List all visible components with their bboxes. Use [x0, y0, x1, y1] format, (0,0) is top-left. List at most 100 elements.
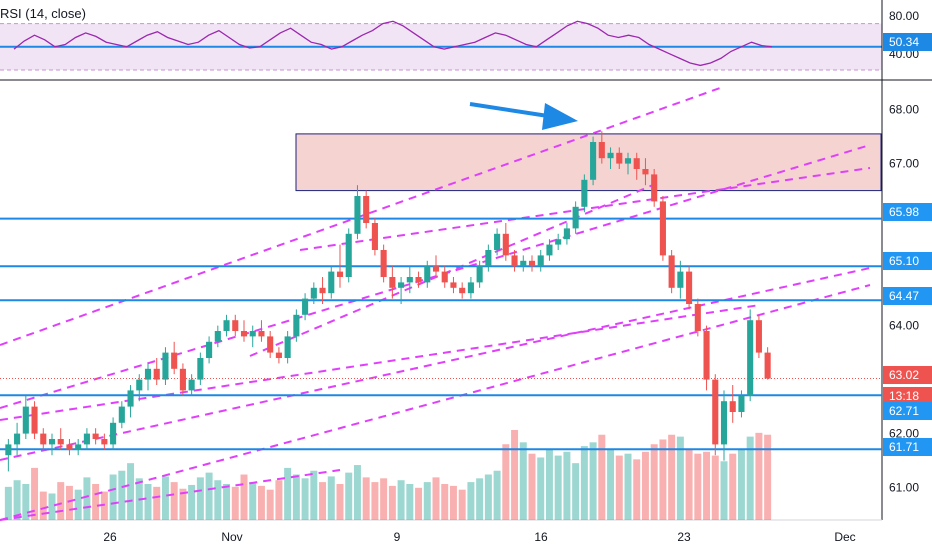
- arrow-annotation[interactable]: [469, 102, 578, 130]
- volume-bar: [737, 449, 745, 520]
- volume-bar: [144, 484, 152, 520]
- candle-body: [520, 260, 527, 267]
- volume-bar: [13, 480, 21, 520]
- volume-bar: [746, 436, 754, 520]
- candle-body: [118, 406, 125, 423]
- arrow-shaft: [469, 102, 549, 118]
- candle-body: [302, 298, 309, 315]
- candle-body: [389, 277, 396, 288]
- price-tick: 64.00: [889, 319, 919, 333]
- volume-bar: [467, 482, 475, 520]
- trendline: [0, 304, 761, 421]
- candle-body: [633, 158, 640, 169]
- horizontal-levels[interactable]: [0, 217, 882, 451]
- candle-body: [110, 422, 117, 445]
- candle-body: [729, 401, 736, 412]
- candle-body: [738, 395, 745, 412]
- volume-bar: [214, 480, 222, 520]
- volume-bar: [205, 472, 213, 520]
- candle-body: [127, 390, 134, 407]
- candle-body: [432, 266, 440, 272]
- price-label-bg: [883, 252, 932, 270]
- volume-bar: [249, 482, 257, 520]
- candle-body: [188, 379, 195, 391]
- volume-bar: [196, 477, 204, 520]
- candle-body: [354, 196, 361, 234]
- candle-body: [581, 179, 588, 207]
- price-label: 65.98: [889, 205, 919, 219]
- candle-body: [398, 282, 405, 288]
- candle-body: [607, 152, 614, 159]
- volume-bar: [179, 488, 187, 520]
- candle-body: [92, 433, 99, 439]
- price-label: 61.71: [889, 440, 919, 454]
- volume-bar: [118, 470, 126, 520]
- rsi-title: RSI (14, close): [0, 6, 86, 21]
- volume-bar: [109, 474, 117, 520]
- candle-body: [328, 271, 335, 294]
- price-label: 64.47: [889, 289, 919, 303]
- volume-bar: [153, 486, 161, 520]
- volume-bar: [223, 484, 231, 520]
- candle-body: [668, 255, 675, 288]
- candle-body: [764, 352, 771, 379]
- volume-bar: [650, 444, 658, 520]
- volume-bar: [432, 477, 440, 520]
- candle-body: [153, 368, 160, 380]
- volume-bar: [170, 482, 178, 520]
- volume-bar: [423, 482, 431, 520]
- candle-body: [57, 439, 64, 445]
- candle-body: [616, 152, 623, 164]
- arrow-head-icon: [542, 103, 578, 130]
- price-tick: 61.00: [889, 481, 919, 495]
- volume-bar: [257, 485, 265, 520]
- volume-bar: [694, 453, 702, 520]
- candle-body: [537, 255, 544, 267]
- trendline: [249, 181, 661, 357]
- candle-body: [197, 358, 204, 380]
- volume-bar: [729, 453, 737, 520]
- rsi-value-label: 50.34: [889, 35, 919, 49]
- candle-body: [101, 439, 108, 445]
- candle-body: [624, 158, 632, 164]
- volume-bar: [537, 457, 545, 520]
- rsi-value-bg: [883, 33, 932, 51]
- price-tick: 68.00: [889, 103, 919, 117]
- candle-body: [424, 266, 431, 283]
- volume-bar: [668, 434, 676, 520]
- candle-body: [747, 320, 754, 396]
- volume-bar: [301, 478, 309, 520]
- candle-body: [171, 352, 178, 369]
- volume-bar: [476, 478, 484, 520]
- volume-bar: [74, 489, 82, 520]
- volume-bar: [641, 451, 649, 520]
- time-tick: Dec: [834, 530, 855, 544]
- candle-body: [677, 271, 684, 288]
- candle-body: [206, 341, 213, 358]
- supply-zone-rectangle[interactable]: [295, 133, 882, 192]
- volume-bar: [380, 478, 388, 520]
- volume-bar: [441, 484, 449, 520]
- volume-bar: [519, 442, 527, 520]
- candle-body: [598, 142, 605, 159]
- candle-body: [22, 406, 29, 434]
- candle-body: [703, 331, 710, 380]
- candle-body: [144, 368, 152, 380]
- volume-bar: [39, 491, 47, 520]
- candle-body: [528, 260, 536, 267]
- time-tick: Nov: [221, 530, 242, 544]
- candle-body: [249, 331, 256, 337]
- rsi-tick: 80.00: [889, 9, 919, 23]
- candle-body: [14, 433, 21, 445]
- candle-body: [40, 433, 47, 445]
- price-label: 63.02: [889, 368, 919, 382]
- candle-body: [659, 201, 666, 256]
- candle-body: [31, 406, 38, 434]
- candle-body: [563, 228, 570, 240]
- candle-body: [485, 250, 492, 267]
- candle-body: [546, 244, 553, 256]
- volume-bar: [484, 474, 492, 520]
- volume-bar: [458, 489, 466, 520]
